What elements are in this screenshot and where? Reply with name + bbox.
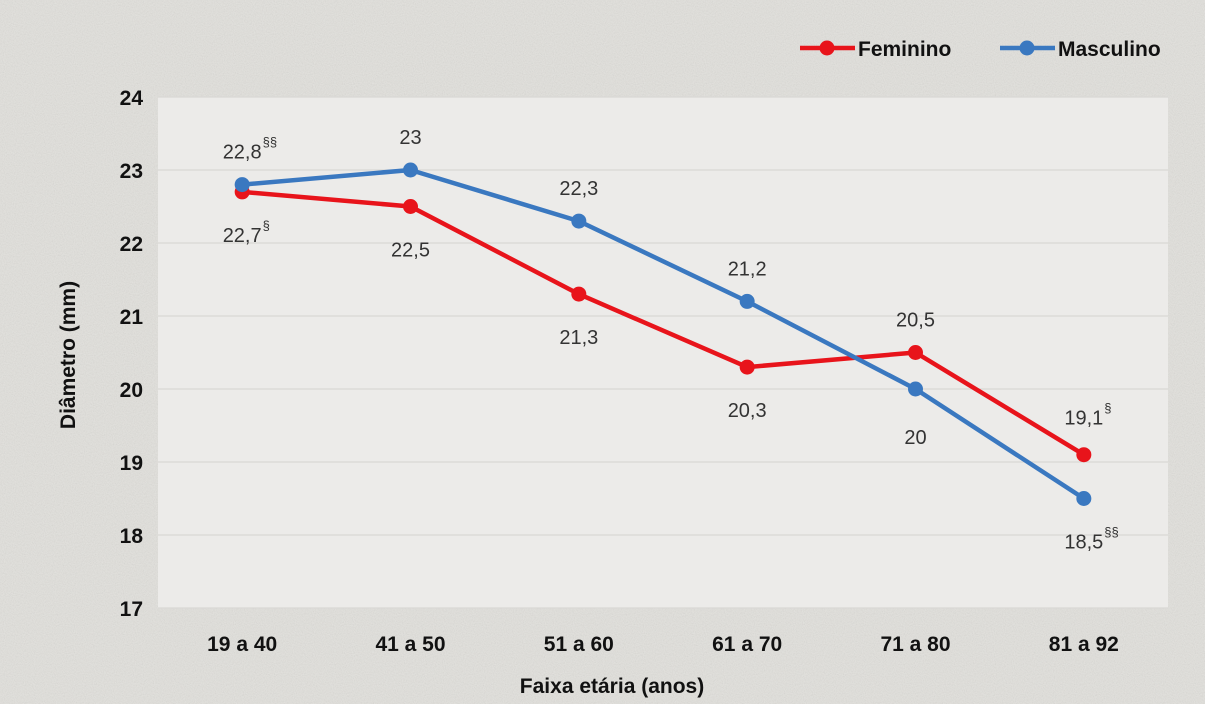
legend: Feminino Masculino	[800, 38, 1161, 61]
series-line-masculino	[239, 167, 1087, 501]
y-tick-label-20: 20	[120, 379, 143, 402]
x-tick-label-4: 61 a 70	[712, 633, 782, 656]
legend-label-masculino: Masculino	[1058, 38, 1161, 61]
series	[234, 162, 1092, 506]
data-label-feminino-1: 22,7	[223, 225, 262, 247]
y-tick-label-22: 22	[120, 233, 143, 256]
data-label-masculino-3: 22,3	[559, 178, 598, 200]
data-label-feminino-2: 22,5	[391, 240, 430, 262]
x-tick-label-2: 41 a 50	[375, 633, 445, 656]
data-point-masculino-2	[403, 162, 418, 178]
x-tick-label-6: 81 a 92	[1049, 633, 1119, 656]
data-label-feminino-6: 19,1	[1064, 408, 1103, 430]
y-tick-label-19: 19	[120, 452, 143, 475]
y-tick-label-23: 23	[120, 160, 143, 183]
x-tick-label-5: 71 a 80	[880, 633, 950, 656]
y-tick-label-21: 21	[120, 306, 144, 329]
data-label-masculino-5: 20	[904, 427, 926, 449]
data-point-feminino-6	[1076, 447, 1092, 463]
data-label-marker-masculino-6: §§	[1104, 525, 1118, 540]
legend-marker-feminino	[819, 40, 835, 56]
data-point-masculino-3	[571, 213, 587, 229]
data-label-marker-feminino-1: §	[263, 218, 270, 233]
x-tick-label-3: 51 a 60	[544, 633, 614, 656]
plot-area	[158, 97, 1168, 608]
x-tick-label-1: 19 a 40	[207, 633, 277, 656]
data-label-feminino-4: 20,3	[728, 400, 767, 422]
data-label-masculino-4: 21,2	[728, 258, 767, 280]
data-point-feminino-5	[908, 345, 923, 360]
data-label-masculino-2: 23	[399, 127, 421, 149]
y-tick-label-24: 24	[120, 87, 144, 110]
legend-marker-masculino	[1019, 40, 1035, 56]
data-label-feminino-3: 21,3	[559, 327, 598, 349]
x-axis-title: Faixa etária (anos)	[520, 675, 704, 698]
gridlines	[158, 96, 1168, 609]
legend-label-feminino: Feminino	[858, 38, 951, 61]
data-label-masculino-1: 22,8	[223, 142, 262, 164]
data-labels: 22,7 §22,521,320,320,519,1 §22,8 §§ 2322,321…	[223, 127, 1119, 554]
y-axis-title: Diâmetro (mm)	[57, 281, 80, 429]
data-point-masculino-4	[739, 293, 755, 309]
y-tick-label-17: 17	[120, 598, 143, 621]
data-point-feminino-4	[739, 359, 755, 375]
data-point-masculino-1	[234, 177, 250, 193]
data-label-feminino-5: 20,5	[896, 310, 935, 332]
data-label-marker-feminino-6: §	[1104, 401, 1111, 416]
series-line-feminino	[239, 189, 1087, 457]
axes: 17 18 19 20 21 22 23 24 19 a 40 41 a 50 51 a 60 61 …	[57, 87, 1119, 698]
data-point-masculino-6	[1076, 491, 1092, 506]
data-point-feminino-3	[571, 286, 587, 302]
data-point-masculino-5	[908, 381, 923, 397]
data-label-masculino-6: 18,5	[1064, 532, 1103, 554]
data-label-marker-masculino-1: §§	[263, 135, 277, 150]
data-point-feminino-2	[403, 199, 418, 214]
y-tick-label-18: 18	[120, 525, 144, 548]
